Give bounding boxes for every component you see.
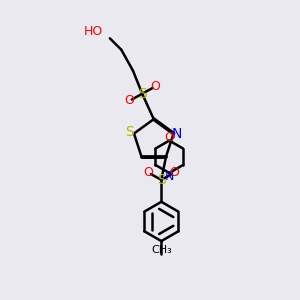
Text: CH₃: CH₃ [151, 245, 172, 255]
Text: O: O [124, 94, 134, 107]
Text: HO: HO [84, 25, 103, 38]
Text: S: S [157, 173, 166, 187]
Text: S: S [138, 87, 147, 101]
Text: O: O [169, 167, 179, 179]
Text: O: O [164, 130, 174, 144]
Text: S: S [125, 125, 134, 140]
Text: O: O [150, 80, 160, 93]
Text: O: O [144, 167, 154, 179]
Text: N: N [172, 127, 182, 140]
Text: N: N [165, 170, 174, 183]
